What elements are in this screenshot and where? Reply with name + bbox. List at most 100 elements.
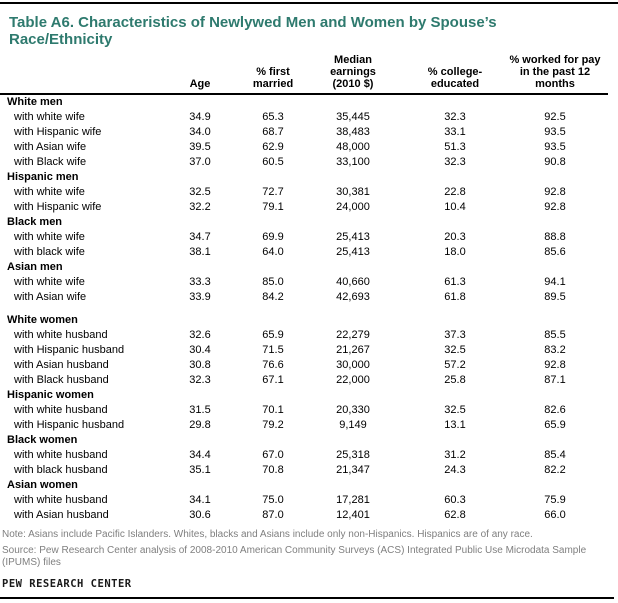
- col-header-label: [0, 54, 152, 95]
- row-label: with white husband: [14, 404, 108, 416]
- cell-value: 39.5: [189, 141, 211, 153]
- cell-value: 60.5: [262, 156, 284, 168]
- section-spacer: [0, 305, 608, 313]
- cell-value: 61.3: [444, 276, 466, 288]
- cell-value: 10.4: [444, 201, 466, 213]
- cell-value: 29.8: [189, 419, 211, 431]
- cell-value: 32.6: [189, 329, 211, 341]
- table-row: with white husband 34.1 75.0 17,281 60.3 75.9: [0, 493, 608, 508]
- cell-value: 92.8: [544, 359, 566, 371]
- note-text: Note: Asians include Pacific Islanders. …: [2, 529, 533, 540]
- cell-value: 20,330: [336, 404, 370, 416]
- row-label: with Asian husband: [14, 359, 109, 371]
- col-header-age: Age: [152, 54, 248, 95]
- cell-value: 33.1: [444, 126, 466, 138]
- cell-value: 67.0: [262, 449, 284, 461]
- cell-value: 34.1: [189, 494, 211, 506]
- table-row: with Black wife 37.0 60.5 33,100 32.3 90.8: [0, 155, 608, 170]
- cell-value: 9,149: [339, 419, 367, 431]
- table-row: with white wife 34.7 69.9 25,413 20.3 88.8: [0, 230, 608, 245]
- cell-value: 22,000: [336, 374, 370, 386]
- row-label: with white wife: [14, 276, 85, 288]
- cell-value: 64.0: [262, 246, 284, 258]
- col-header-worked-for-pay: % worked for pay in the past 12 months: [502, 54, 608, 95]
- table-row: with Hispanic wife 32.2 79.1 24,000 10.4 92.8: [0, 200, 608, 215]
- group-row: White men: [0, 94, 608, 110]
- cell-value: 24.3: [444, 464, 466, 476]
- source-text: Source: Pew Research Center analysis of …: [2, 545, 587, 568]
- cell-value: 33,100: [336, 156, 370, 168]
- cell-value: 24,000: [336, 201, 370, 213]
- cell-value: 32.3: [444, 156, 466, 168]
- row-label: with black wife: [14, 246, 85, 258]
- row-label: with Black husband: [14, 374, 109, 386]
- table-row: with white husband 32.6 65.9 22,279 37.3 85.5: [0, 328, 608, 343]
- cell-value: 57.2: [444, 359, 466, 371]
- table-row: with white wife 34.9 65.3 35,445 32.3 92.5: [0, 110, 608, 125]
- cell-value: 34.9: [189, 111, 211, 123]
- cell-value: 93.5: [544, 126, 566, 138]
- cell-value: 30.8: [189, 359, 211, 371]
- cell-value: 31.2: [444, 449, 466, 461]
- cell-value: 76.6: [262, 359, 284, 371]
- group-label: Asian women: [7, 479, 78, 491]
- cell-value: 92.5: [544, 111, 566, 123]
- cell-value: 21,347: [336, 464, 370, 476]
- cell-value: 83.2: [544, 344, 566, 356]
- cell-value: 34.7: [189, 231, 211, 243]
- cell-value: 65.3: [262, 111, 284, 123]
- cell-value: 71.5: [262, 344, 284, 356]
- row-label: with Hispanic husband: [14, 419, 125, 431]
- col-header-median-earnings: Median earnings (2010 $): [298, 54, 408, 95]
- cell-value: 48,000: [336, 141, 370, 153]
- group-label: White men: [7, 96, 63, 108]
- table-row: with Asian husband 30.8 76.6 30,000 57.2 92.8: [0, 358, 608, 373]
- cell-value: 65.9: [544, 419, 566, 431]
- cell-value: 40,660: [336, 276, 370, 288]
- cell-value: 92.8: [544, 186, 566, 198]
- cell-value: 20.3: [444, 231, 466, 243]
- cell-value: 90.8: [544, 156, 566, 168]
- cell-value: 17,281: [336, 494, 370, 506]
- cell-value: 30,000: [336, 359, 370, 371]
- cell-value: 75.9: [544, 494, 566, 506]
- cell-value: 33.3: [189, 276, 211, 288]
- cell-value: 85.5: [544, 329, 566, 341]
- table-row: with black wife 38.1 64.0 25,413 18.0 85.6: [0, 245, 608, 260]
- cell-value: 32.5: [444, 344, 466, 356]
- cell-value: 37.0: [189, 156, 211, 168]
- row-label: with white husband: [14, 449, 108, 461]
- table-row: with Black husband 32.3 67.1 22,000 25.8 87.1: [0, 373, 608, 388]
- cell-value: 66.0: [544, 509, 566, 521]
- cell-value: 75.0: [262, 494, 284, 506]
- cell-value: 25.8: [444, 374, 466, 386]
- cell-value: 82.2: [544, 464, 566, 476]
- top-rule: [0, 2, 618, 4]
- row-label: with white wife: [14, 231, 85, 243]
- table-header: Age % first married Median earnings (201…: [0, 54, 608, 95]
- cell-value: 82.6: [544, 404, 566, 416]
- cell-value: 67.1: [262, 374, 284, 386]
- group-label: Black men: [7, 216, 63, 228]
- table-row: with Asian wife 39.5 62.9 48,000 51.3 93.5: [0, 140, 608, 155]
- cell-value: 93.5: [544, 141, 566, 153]
- cell-value: 62.9: [262, 141, 284, 153]
- row-label: with black husband: [14, 464, 108, 476]
- spacer-cell: [0, 305, 608, 313]
- table-row: with Asian wife 33.9 84.2 42,693 61.8 89.5: [0, 290, 608, 305]
- row-label: with white husband: [14, 329, 108, 341]
- group-row: Black men: [0, 215, 608, 230]
- row-label: with Hispanic wife: [14, 201, 102, 213]
- characteristics-table: Age % first married Median earnings (201…: [0, 54, 608, 523]
- table-row: with Hispanic husband 29.8 79.2 9,149 13.1 65…: [0, 418, 608, 433]
- cell-value: 61.8: [444, 291, 466, 303]
- table-row: with white wife 33.3 85.0 40,660 61.3 94.1: [0, 275, 608, 290]
- cell-value: 12,401: [336, 509, 370, 521]
- group-label: Black women: [7, 434, 78, 446]
- cell-value: 31.5: [189, 404, 211, 416]
- cell-value: 84.2: [262, 291, 284, 303]
- table-title: Table A6. Characteristics of Newlywed Me…: [9, 14, 497, 48]
- cell-value: 32.3: [189, 374, 211, 386]
- cell-value: 21,267: [336, 344, 370, 356]
- cell-value: 25,318: [336, 449, 370, 461]
